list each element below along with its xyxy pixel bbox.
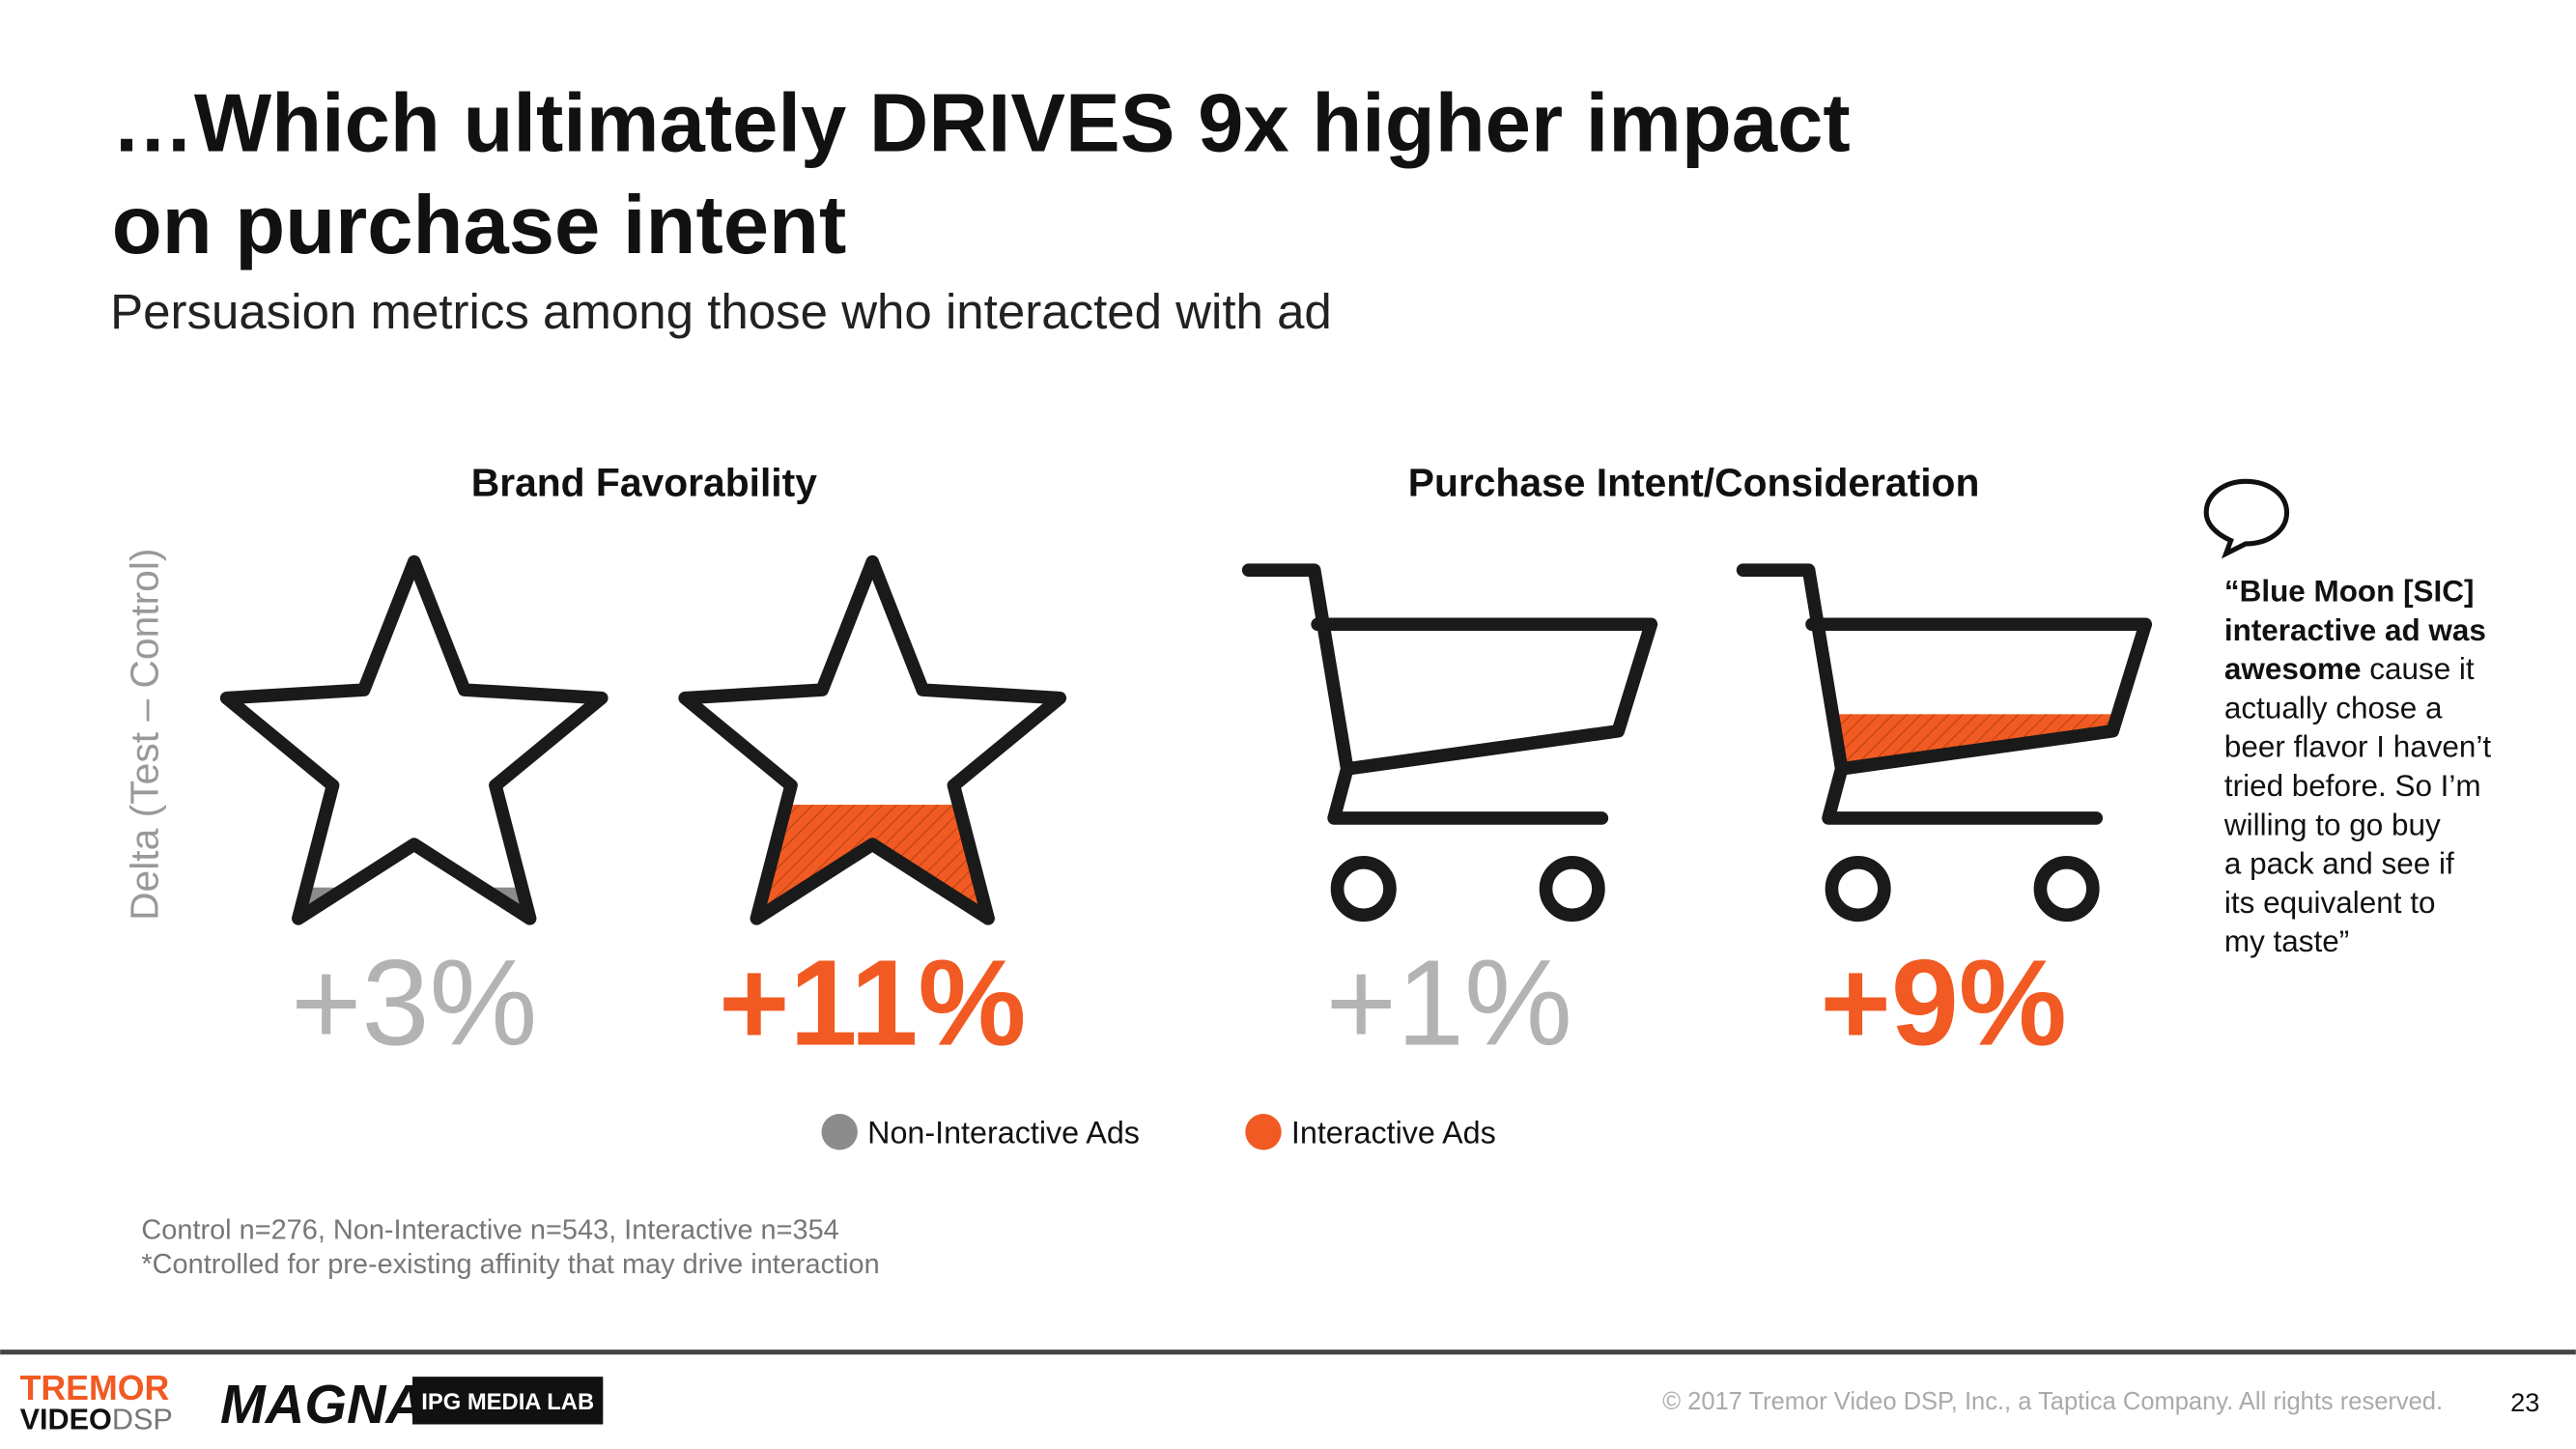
cart-wheel xyxy=(1539,856,1605,923)
logo-ipg-box xyxy=(412,1377,604,1425)
quote-segment: “Blue Moon [SIC] xyxy=(2224,574,2475,608)
quote-line: its equivalent to xyxy=(2224,886,2436,920)
cart-wheel xyxy=(1825,856,1891,923)
quote-line: interactive ad was xyxy=(2224,613,2486,647)
quote-segment: its equivalent to xyxy=(2224,886,2436,920)
subtitle: Persuasion metrics among those who inter… xyxy=(110,284,1332,339)
copyright: © 2017 Tremor Video DSP, Inc., a Taptica… xyxy=(1662,1388,2443,1415)
logo-video: VIDEO xyxy=(20,1404,112,1436)
title-line: …Which ultimately DRIVES 9x higher impac… xyxy=(112,77,1851,169)
star-fill xyxy=(685,805,1061,919)
cart-outline xyxy=(1241,563,1658,825)
panel-title: Purchase Intent/Consideration xyxy=(1408,461,1980,505)
quote-line: awesome cause it xyxy=(2224,652,2475,686)
note: *Controlled for pre-existing affinity th… xyxy=(141,1249,879,1280)
legend-label: Interactive Ads xyxy=(1291,1116,1496,1151)
note: Control n=276, Non-Interactive n=543, In… xyxy=(141,1214,838,1245)
metric-label: +1% xyxy=(1325,935,1571,1071)
legend-swatch xyxy=(1245,1114,1282,1151)
title-line: on purchase intent xyxy=(112,180,847,271)
page-number: 23 xyxy=(2510,1387,2539,1417)
quote-line: my taste” xyxy=(2224,924,2349,958)
y-axis-label: Delta (Test – Control) xyxy=(122,548,166,920)
quote: “Blue Moon [SIC] interactive ad was awesom… xyxy=(2223,574,2492,958)
cart-outline xyxy=(1736,563,2153,825)
logo-dsp: DSP xyxy=(112,1404,173,1436)
fill-level xyxy=(226,887,602,919)
cart-wheel xyxy=(2033,856,2100,923)
star-fill xyxy=(226,887,602,919)
quote-line: tried before. So I’m xyxy=(2224,769,2481,803)
quote-segment: interactive ad was xyxy=(2224,613,2486,647)
quote-segment: cause it xyxy=(2362,652,2475,686)
quote-line: a pack and see if xyxy=(2224,847,2454,881)
legend-swatch xyxy=(821,1114,858,1151)
star-outline xyxy=(678,554,1067,925)
metric-label: +11% xyxy=(719,935,1026,1071)
logo-magna: MAGNA xyxy=(220,1374,425,1435)
quote-segment: tried before. So I’m xyxy=(2224,769,2481,803)
quote-segment: willing to go buy xyxy=(2223,808,2441,841)
star-outline xyxy=(219,554,609,925)
quote-segment: actually chose a xyxy=(2224,691,2443,724)
cart-wheel xyxy=(1330,856,1397,923)
quote-line: actually chose a xyxy=(2224,691,2443,724)
logo-videodsp: VIDEODSP xyxy=(20,1404,173,1436)
hatch xyxy=(685,805,1061,919)
quote-line: willing to go buy xyxy=(2223,808,2441,841)
logo-ipg: IPG MEDIA LAB xyxy=(421,1389,594,1415)
quote-line: beer flavor I haven’t xyxy=(2224,730,2492,764)
legend-label: Non-Interactive Ads xyxy=(867,1116,1140,1151)
quote-line: “Blue Moon [SIC] xyxy=(2224,574,2475,608)
metric-label: +3% xyxy=(291,935,537,1071)
speech-bubble-icon xyxy=(2203,478,2290,559)
quote-segment: awesome xyxy=(2224,652,2362,686)
panel-title: Brand Favorability xyxy=(471,461,817,505)
legend: Non-Interactive Ads Interactive Ads xyxy=(821,1114,1496,1151)
quote-segment: my taste” xyxy=(2224,924,2349,958)
logo-tremor: TREMOR xyxy=(20,1369,170,1407)
quote-segment: beer flavor I haven’t xyxy=(2224,730,2492,764)
metric-label: +9% xyxy=(1820,935,2066,1071)
quote-segment: a pack and see if xyxy=(2224,847,2454,881)
